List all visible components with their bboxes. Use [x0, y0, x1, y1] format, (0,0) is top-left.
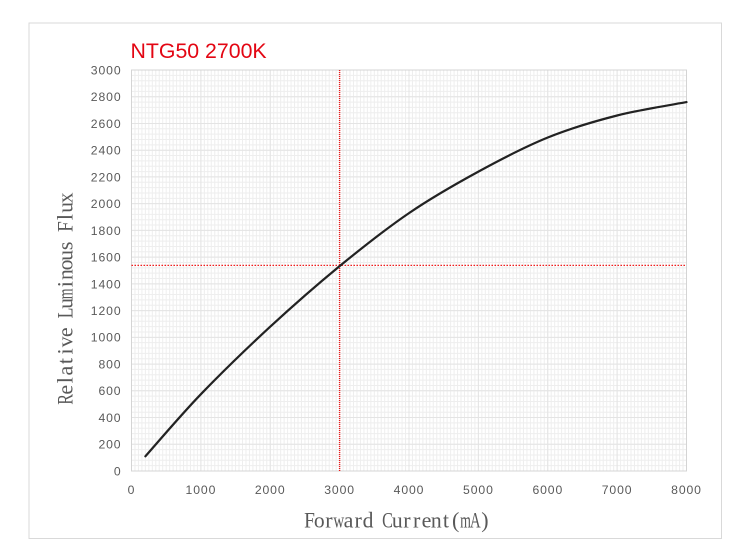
svg-text:1800: 1800 [91, 224, 122, 238]
svg-text:2400: 2400 [91, 144, 122, 158]
svg-text:1000: 1000 [186, 483, 217, 497]
svg-text:4000: 4000 [394, 483, 425, 497]
svg-text:600: 600 [98, 384, 121, 398]
svg-text:7000: 7000 [602, 483, 633, 497]
svg-text:2600: 2600 [91, 117, 122, 131]
svg-text:2000: 2000 [91, 197, 122, 211]
svg-text:RelativeLuminousFlux: RelativeLuminousFlux [53, 192, 78, 404]
svg-text:5000: 5000 [463, 483, 494, 497]
svg-text:NTG50 2700K: NTG50 2700K [131, 39, 267, 63]
svg-text:3000: 3000 [91, 63, 122, 77]
svg-text:1000: 1000 [91, 331, 122, 345]
svg-text:0: 0 [114, 464, 122, 478]
svg-text:2200: 2200 [91, 170, 122, 184]
svg-text:1600: 1600 [91, 251, 122, 265]
svg-text:8000: 8000 [671, 483, 702, 497]
svg-text:1400: 1400 [91, 277, 122, 291]
svg-text:0: 0 [128, 483, 136, 497]
svg-text:2000: 2000 [255, 483, 286, 497]
svg-text:2800: 2800 [91, 90, 122, 104]
svg-text:800: 800 [98, 358, 121, 372]
svg-text:400: 400 [98, 411, 121, 425]
svg-text:1200: 1200 [91, 304, 122, 318]
svg-text:200: 200 [98, 438, 121, 452]
svg-text:6000: 6000 [532, 483, 563, 497]
svg-text:3000: 3000 [324, 483, 355, 497]
